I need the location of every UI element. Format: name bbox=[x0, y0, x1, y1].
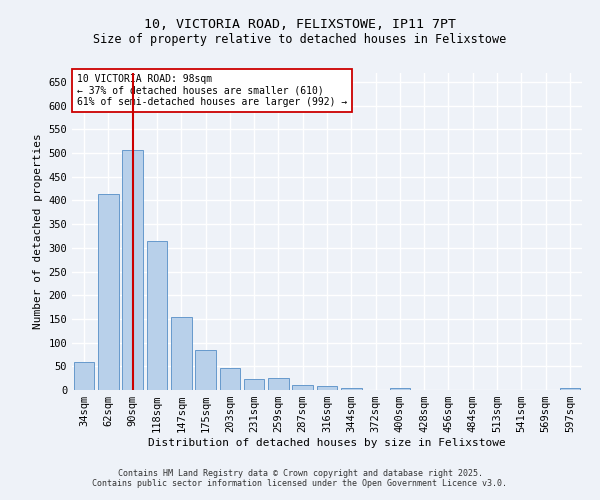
Bar bbox=[341, 388, 362, 390]
Bar bbox=[268, 378, 289, 390]
Bar bbox=[98, 194, 119, 390]
Bar bbox=[317, 386, 337, 390]
Bar bbox=[74, 362, 94, 390]
Text: 10, VICTORIA ROAD, FELIXSTOWE, IP11 7PT: 10, VICTORIA ROAD, FELIXSTOWE, IP11 7PT bbox=[144, 18, 456, 30]
X-axis label: Distribution of detached houses by size in Felixstowe: Distribution of detached houses by size … bbox=[148, 438, 506, 448]
Bar bbox=[171, 317, 191, 390]
Bar bbox=[220, 368, 240, 390]
Bar bbox=[195, 350, 216, 390]
Text: 10 VICTORIA ROAD: 98sqm
← 37% of detached houses are smaller (610)
61% of semi-d: 10 VICTORIA ROAD: 98sqm ← 37% of detache… bbox=[77, 74, 347, 108]
Text: Size of property relative to detached houses in Felixstowe: Size of property relative to detached ho… bbox=[94, 32, 506, 46]
Bar bbox=[244, 379, 265, 390]
Bar bbox=[122, 150, 143, 390]
Text: Contains public sector information licensed under the Open Government Licence v3: Contains public sector information licen… bbox=[92, 478, 508, 488]
Bar bbox=[146, 241, 167, 390]
Bar bbox=[389, 388, 410, 390]
Text: Contains HM Land Registry data © Crown copyright and database right 2025.: Contains HM Land Registry data © Crown c… bbox=[118, 468, 482, 477]
Bar bbox=[292, 386, 313, 390]
Y-axis label: Number of detached properties: Number of detached properties bbox=[33, 134, 43, 329]
Bar bbox=[560, 388, 580, 390]
